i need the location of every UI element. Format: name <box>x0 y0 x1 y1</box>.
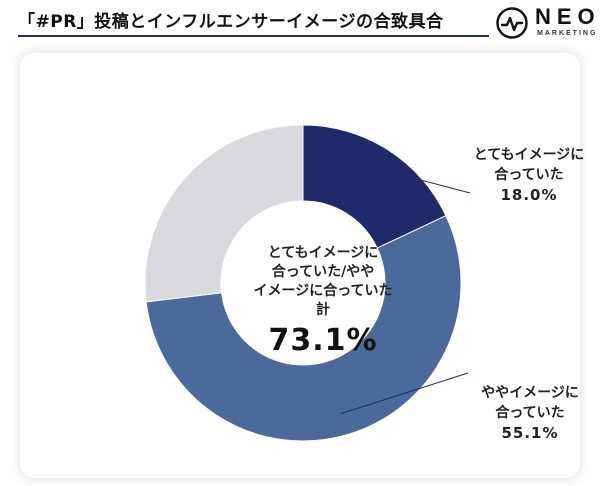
donut-chart <box>144 124 471 442</box>
leader-line-somewhat-matched <box>340 372 469 415</box>
slice-value-label: 55.1% <box>501 424 559 442</box>
slice-label-line: 合っていた <box>494 167 564 183</box>
logo-wordmark: NEO <box>535 4 600 29</box>
header: 「#PR」投稿とインフルエンサーイメージの合致具合 NEO MARKETING <box>0 0 600 44</box>
center-label-line: イメージに合っていた <box>253 283 393 299</box>
neo-marketing-logo: NEO MARKETING <box>495 4 595 42</box>
title-underline <box>18 35 489 37</box>
center-label-line: とてもイメージに <box>267 245 379 261</box>
slice-value-label: 18.0% <box>500 186 558 204</box>
page-title: 「#PR」投稿とインフルエンサーイメージの合致具合 <box>18 12 444 32</box>
slice-label-line: とてもイメージに <box>473 147 585 163</box>
slice-label-line: 合っていた <box>495 405 565 421</box>
slice-very-matched <box>302 124 447 249</box>
pulse-logo-icon <box>496 7 528 39</box>
slice-other <box>144 124 304 303</box>
center-label: とてもイメージに 合っていた/やや イメージに合っていた 計 <box>248 244 398 320</box>
slice-label-very-matched: とてもイメージに 合っていた 18.0% <box>468 145 590 205</box>
slice-label-line: ややイメージに <box>481 385 579 401</box>
slice-label-somewhat-matched: ややイメージに 合っていた 55.1% <box>460 383 600 443</box>
center-label-line: 合っていた/やや <box>271 264 375 280</box>
logo-subtext: MARKETING <box>537 30 598 37</box>
slice-somewhat-matched <box>145 215 462 442</box>
leader-line-very-matched <box>375 167 471 194</box>
center-label-line: 計 <box>316 302 330 318</box>
chart-panel: とてもイメージに 合っていた/やや イメージに合っていた 計 73.1% とても… <box>20 53 584 478</box>
center-value: 73.1% <box>268 323 378 358</box>
